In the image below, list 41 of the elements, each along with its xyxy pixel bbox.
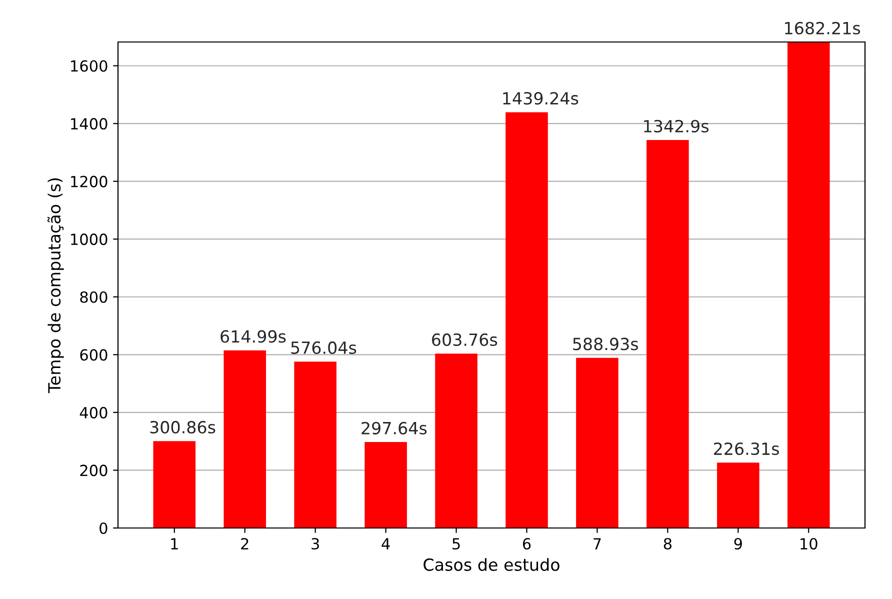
x-tick-label: 10 <box>800 538 818 550</box>
y-tick-label: 1000 <box>71 234 108 246</box>
bar <box>294 362 336 528</box>
data-label: 576.04s <box>291 341 356 354</box>
x-tick-label: 7 <box>594 538 601 550</box>
x-tick-label: 8 <box>664 538 672 550</box>
x-tick-label: 4 <box>382 538 390 550</box>
x-tick-label: 5 <box>452 538 460 550</box>
x-tick-label: 9 <box>734 538 742 550</box>
bar <box>224 350 266 528</box>
y-tick-label: 1200 <box>71 176 108 188</box>
bar <box>717 462 760 528</box>
y-tick-label: 400 <box>80 406 108 418</box>
bar <box>364 442 407 528</box>
x-axis-title: Casos de estudo <box>424 558 560 571</box>
x-tick-label: 1 <box>171 538 178 550</box>
data-label: 614.99s <box>220 330 286 343</box>
bar <box>435 354 478 528</box>
y-tick-label: 800 <box>80 291 108 303</box>
x-tick-label: 3 <box>312 538 319 550</box>
data-label: 1682.21s <box>785 22 860 34</box>
data-label: 297.64s <box>362 422 427 434</box>
data-label: 300.86s <box>150 420 216 434</box>
data-label: 588.93s <box>573 338 638 350</box>
y-tick-label: 200 <box>80 464 108 476</box>
bar <box>576 358 618 528</box>
bar <box>506 112 548 528</box>
bar <box>787 42 830 528</box>
data-label: 603.76s <box>432 333 498 346</box>
x-tick-label: 6 <box>522 538 531 550</box>
y-axis-title: Tempo de computação (s) <box>47 178 64 394</box>
y-tick-label: 600 <box>80 349 108 361</box>
bar <box>646 140 689 528</box>
y-tick-label: 0 <box>100 522 108 534</box>
bar <box>153 441 196 528</box>
data-label: 1342.9s <box>644 120 708 132</box>
y-tick-label: 1600 <box>71 60 108 72</box>
y-tick-label: 1400 <box>71 118 108 130</box>
x-tick-label: 2 <box>241 538 248 550</box>
data-label: 226.31s <box>714 442 779 456</box>
data-label: 1439.24s <box>503 92 578 105</box>
